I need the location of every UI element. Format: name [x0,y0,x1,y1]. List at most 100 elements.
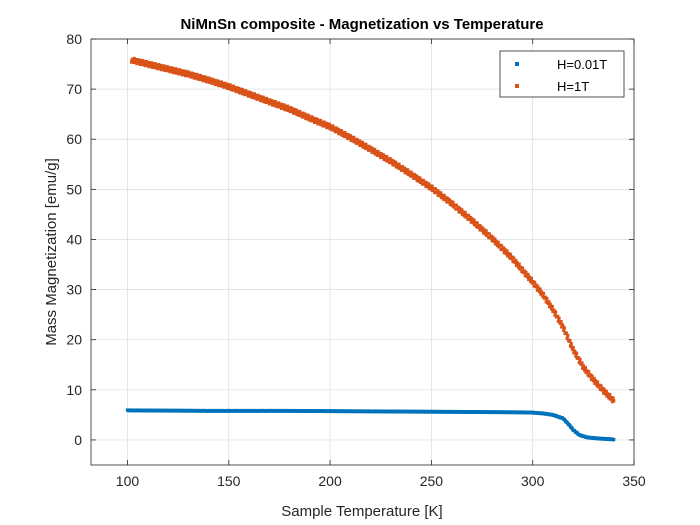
data-point [569,341,573,346]
data-point [451,200,455,204]
data-point [557,316,561,320]
data-point [447,200,451,204]
plot-frame [90,38,635,466]
data-point [550,304,554,308]
data-point [425,181,429,185]
data-point [427,182,431,186]
series-1 [129,56,616,404]
series-0 [125,408,616,442]
data-point [283,107,287,112]
data-point [470,217,474,221]
data-point [466,213,471,218]
data-point [348,136,352,140]
data-point [427,187,431,191]
data-point [325,122,329,126]
data-point [250,95,254,99]
data-point [339,129,344,133]
data-point [492,239,496,244]
data-point [191,74,195,78]
data-point [574,351,579,355]
data-point [449,199,453,204]
data-point [435,190,439,195]
data-point [391,159,396,163]
data-point [174,67,178,71]
data-point [225,86,230,91]
data-point [247,90,251,94]
data-point [301,111,305,115]
data-point [503,247,507,252]
x-tick-label: 250 [420,473,444,489]
data-point [295,112,299,117]
data-point [343,130,347,135]
data-point [479,224,483,228]
y-tick-label: 20 [66,332,82,348]
ticks [91,38,635,465]
data-point [154,66,158,70]
data-point [285,104,290,108]
data-point [517,262,521,266]
data-point [304,113,309,117]
x-tick-label: 100 [116,473,140,489]
data-point [346,133,350,137]
data-point [316,122,320,126]
data-point [160,64,164,68]
data-point [337,128,342,132]
data-point [156,63,161,67]
data-point [459,210,463,215]
data-point [186,70,190,74]
data-point [294,108,298,112]
data-point [480,228,484,232]
data-point [175,71,179,75]
data-point [177,68,182,72]
data-point [471,221,475,225]
data-point [558,321,562,326]
data-point [158,66,162,70]
data-point [505,249,509,253]
data-point [580,361,584,365]
data-point [196,77,200,81]
data-point [529,276,533,280]
data-point [349,138,353,142]
data-point [595,380,600,384]
y-tick-label: 30 [66,282,82,298]
data-point [190,71,194,75]
data-point [602,388,606,392]
data-point [564,331,569,336]
y-tick-label: 10 [66,382,82,398]
data-point [162,64,166,68]
data-point [520,266,525,270]
data-point [376,149,380,154]
data-point [373,152,377,156]
data-point [277,101,281,105]
data-point [173,68,177,73]
data-point [481,226,485,230]
data-point [612,399,616,403]
data-point [379,152,384,156]
plot-background [91,39,634,465]
data-point [192,76,196,80]
y-tick-label: 80 [66,31,82,47]
data-point [611,396,615,400]
data-point [183,73,188,78]
data-point [305,115,309,119]
data-point [591,379,596,383]
data-point [262,100,266,104]
data-point [206,78,210,82]
data-point [163,68,167,72]
data-point [138,62,142,67]
data-point [319,123,323,127]
data-point [500,244,504,248]
data-point [181,69,185,73]
data-point [203,78,207,82]
data-point [389,160,394,164]
data-point [364,142,368,146]
data-point [204,80,209,84]
data-point [545,297,549,301]
data-point [418,180,423,185]
data-point [612,437,616,442]
data-point [524,270,528,275]
data-point [604,392,608,396]
data-point [512,256,516,260]
data-point [482,228,486,232]
